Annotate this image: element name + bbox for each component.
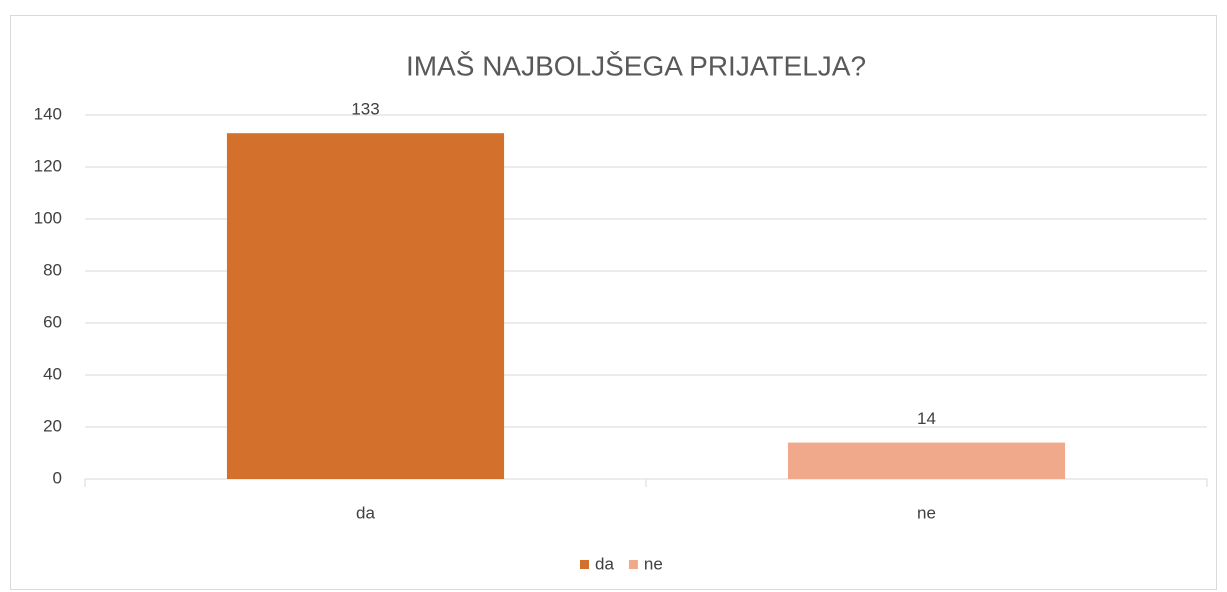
legend-label: da [595,554,614,573]
y-tick-label: 60 [43,312,62,331]
y-tick-label: 140 [34,104,62,123]
legend-swatch [580,560,589,569]
x-tick-label: da [356,503,375,522]
legend-swatch [628,560,638,569]
y-tick-label: 80 [43,260,62,279]
y-tick-label: 120 [34,156,62,175]
data-label: 133 [351,100,379,119]
bar [787,442,1066,479]
x-tick-label: ne [917,503,936,522]
bar [226,133,505,479]
y-tick-label: 0 [53,468,62,487]
legend-label: ne [644,554,663,573]
chart-title: IMAŠ NAJBOLJŠEGA PRIJATELJA? [406,50,866,81]
data-label: 14 [917,409,936,428]
y-tick-label: 100 [34,208,62,227]
chart-frame [10,15,1217,590]
y-tick-label: 20 [43,416,62,435]
y-tick-label: 40 [43,364,62,383]
